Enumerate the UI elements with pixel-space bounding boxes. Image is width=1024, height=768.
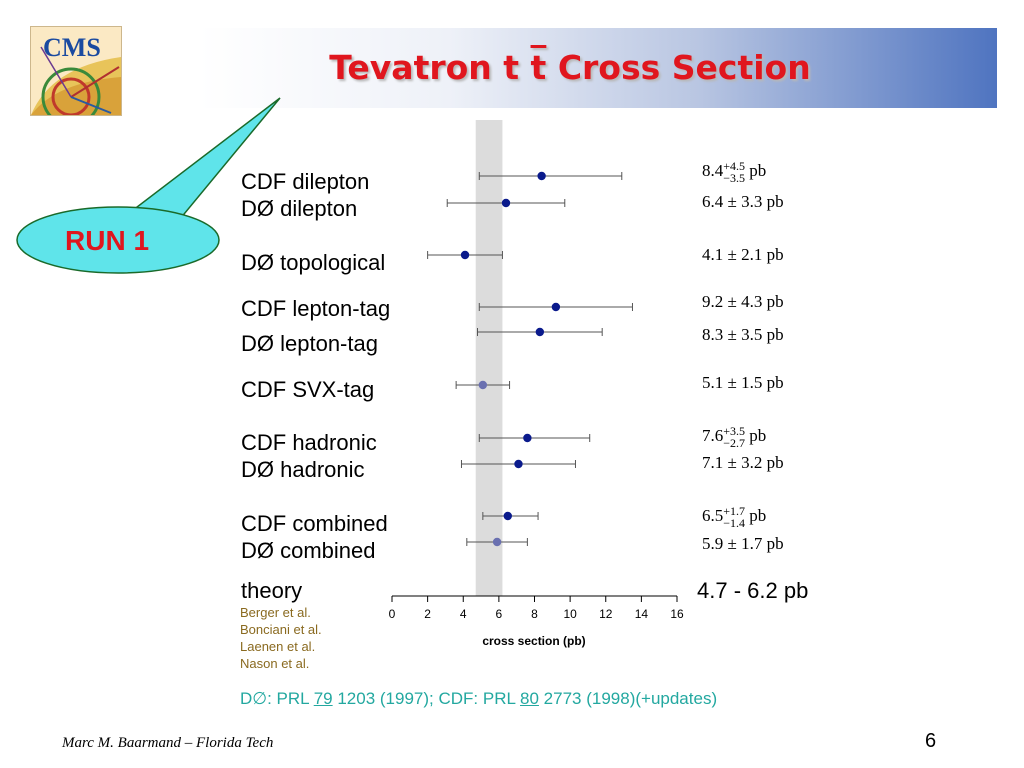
value-cdf-dilepton: 8.4+4.5 −3.5 pb [702,159,767,185]
data-point [523,433,532,443]
value-errors: +3.5 −2.7 [723,425,745,449]
cms-logo-text: CMS [43,33,101,62]
x-tick-label: 8 [531,607,538,621]
footer-cdf-volume: 80 [520,689,539,708]
label-d0-hadronic: DØ hadronic [241,457,365,482]
value-errors: +1.7 −1.4 [723,505,745,529]
x-tick-label: 6 [496,607,503,621]
value-plus: +4.5 [723,159,746,173]
value-cdf-svx-tag: 5.1 ± 1.5 pb [702,373,784,392]
label-d0-dilepton: DØ dilepton [241,196,358,221]
theory-ref-3: Laenen et al. [240,639,316,654]
value-cdf-combined: 6.5+1.7 −1.4 pb [702,504,767,530]
header-band [0,28,997,108]
label-cdf-svx-tag: CDF SVX-tag [241,377,375,402]
x-axis-label: cross section (pb) [482,634,585,648]
data-point [503,511,512,521]
footer-d0-rest: 1203 (1997); CDF: PRL [332,689,521,708]
x-tick-label: 16 [670,607,684,621]
value-d0-topological: 4.1 ± 2.1 pb [702,245,784,264]
data-point [535,327,545,337]
cms-logo-graphic [31,46,121,115]
theory-ref-4: Nason et al. [240,656,310,671]
data-point [492,537,502,547]
label-d0-topological: DØ topological [241,250,386,275]
data-point [551,302,561,312]
data-point [501,198,511,208]
x-tick-label: 10 [563,607,577,621]
value-central: 8.4 [702,160,724,180]
data-point [460,250,470,260]
title-tbar: t [530,48,547,87]
value-d0-hadronic: 7.1 ± 3.2 pb [702,453,784,472]
title-part-2: Cross Section [546,48,811,87]
data-point [478,380,488,390]
footer-reference: D∅: PRL 79 1203 (1997); CDF: PRL 80 2773… [240,689,717,709]
footer-d0-volume: 79 [313,689,333,708]
run1-callout-bubble [16,97,281,274]
data-point [537,171,546,181]
label-cdf-combined: CDF combined [241,511,388,536]
footer-d0-label: D∅: PRL [240,689,314,708]
x-tick-label: 14 [635,607,649,621]
value-minus: −3.5 [723,171,746,185]
page-title: Tevatron t t Cross Section [250,48,890,87]
theory-value: 4.7 - 6.2 pb [697,578,809,603]
run1-label: RUN 1 [65,225,150,256]
cross-section-chart: 0 2 4 6 8 10 12 14 16 cross section (pb) [389,120,684,648]
title-part-1: Tevatron t [329,48,531,87]
value-central: 6.5 [702,505,724,525]
x-tick-label: 0 [389,607,396,621]
theory-band [475,120,503,596]
page-number: 6 [925,730,937,752]
x-tick-label: 12 [599,607,613,621]
x-tick-label: 4 [460,607,467,621]
value-d0-dilepton: 6.4 ± 3.3 pb [702,192,784,211]
theory-ref-2: Bonciani et al. [240,622,322,637]
value-cdf-lepton-tag: 9.2 ± 4.3 pb [702,292,784,311]
value-errors: +4.5 −3.5 [723,160,745,184]
value-cdf-hadronic: 7.6+3.5 −2.7 pb [702,424,767,450]
value-central: 7.6 [702,425,724,445]
x-tick-label: 2 [424,607,431,621]
cms-logo: CMS [30,26,122,116]
label-d0-lepton-tag: DØ lepton-tag [241,331,378,356]
footer-cdf-rest: 2773 (1998)(+updates) [538,689,718,708]
data-point [514,459,523,469]
label-cdf-dilepton: CDF dilepton [241,169,370,194]
label-d0-combined: DØ combined [241,538,376,563]
value-plus: +3.5 [723,424,746,438]
value-d0-combined: 5.9 ± 1.7 pb [702,534,784,553]
value-d0-lepton-tag: 8.3 ± 3.5 pb [702,325,784,344]
theory-ref-1: Berger et al. [240,605,311,620]
value-minus: −2.7 [723,436,746,450]
label-cdf-hadronic: CDF hadronic [241,430,377,455]
label-theory: theory [241,578,303,603]
value-plus: +1.7 [723,504,746,518]
value-minus: −1.4 [723,516,746,530]
label-cdf-lepton-tag: CDF lepton-tag [241,296,391,321]
author-footer: Marc M. Baarmand – Florida Tech [62,735,274,751]
